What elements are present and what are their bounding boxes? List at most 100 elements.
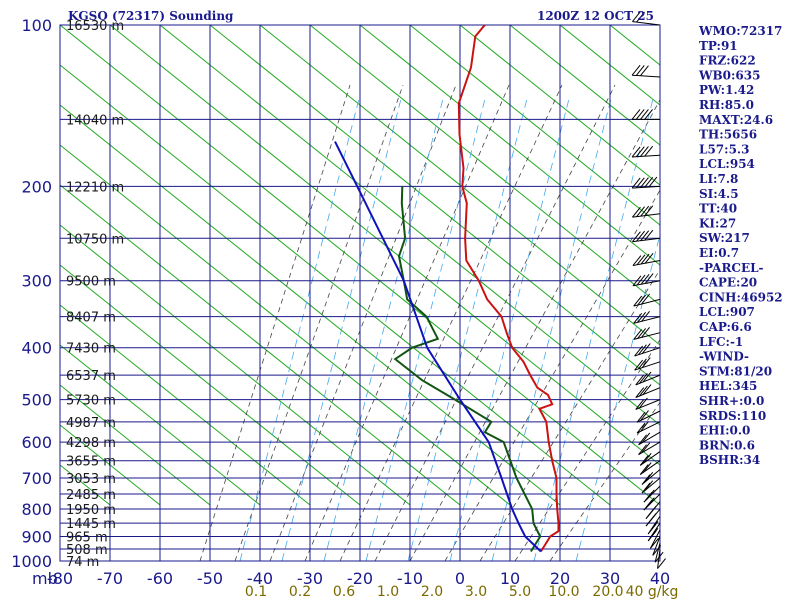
index-item: SW:217 — [699, 231, 750, 245]
height-label: 4987 m — [66, 416, 116, 431]
pressure-tick-label: 600 — [21, 433, 52, 452]
wind-barb-flag — [640, 65, 649, 77]
wind-barb-flag — [640, 273, 650, 285]
height-label: 74 m — [66, 555, 99, 570]
wind-barb-flag — [638, 385, 648, 397]
wind-barb-flag — [642, 371, 652, 383]
height-label: 1950 m — [66, 503, 116, 518]
wind-barb-flag — [644, 109, 653, 120]
wind-barb-flag — [632, 255, 642, 266]
moist-adiabat-line — [304, 84, 510, 561]
wind-barb-flag — [635, 374, 645, 386]
wind-barb-flag — [644, 145, 654, 157]
wind-barb-flag — [645, 497, 655, 508]
index-item: RH:85.0 — [699, 98, 754, 112]
wind-barb-flag — [644, 205, 654, 216]
wind-barb-flag — [634, 345, 644, 357]
wind-barb-flag — [639, 455, 649, 466]
moist-adiabat-line — [409, 98, 660, 561]
wind-barb-staff — [654, 542, 661, 563]
moist-adiabat-line — [479, 268, 660, 561]
wind-barb-flag — [636, 422, 646, 434]
wind-barb-flag — [641, 357, 651, 368]
index-item: L57:5.3 — [699, 142, 749, 156]
mixing-ratio-label: 10.0 — [548, 584, 579, 600]
temperature-tick-label: 20 — [550, 569, 570, 588]
height-label: 9500 m — [66, 275, 116, 290]
mixing-ratio-label: 0.2 — [289, 584, 311, 600]
wind-barb-flag — [639, 464, 649, 475]
wind-barb-flag — [632, 231, 641, 243]
mixing-ratio-label: 2.0 — [421, 584, 443, 600]
index-item: SI:4.5 — [699, 187, 739, 201]
dry-adiabat-line — [60, 144, 511, 506]
index-item: TH:5656 — [699, 128, 757, 142]
height-label: 12210 m — [66, 180, 124, 195]
wind-barb-flag — [640, 177, 649, 188]
index-item: -PARCEL- — [699, 261, 764, 275]
dry-adiabat-line — [60, 224, 411, 506]
dry-adiabat-line — [60, 184, 461, 506]
height-label: 2485 m — [66, 488, 116, 503]
temperature-tick-label: 10 — [500, 569, 520, 588]
wind-barb-flag — [638, 373, 648, 384]
moist-adiabat-line — [374, 84, 616, 561]
wind-barb-flag — [631, 146, 641, 158]
dry-adiabat-line — [760, 25, 800, 505]
wind-barb-flag — [641, 432, 651, 444]
index-item: LI:7.8 — [699, 172, 738, 186]
index-item: SHR+:0.0 — [699, 394, 764, 408]
wind-barb-flag — [648, 176, 658, 188]
wind-barb-flag — [633, 329, 643, 340]
wind-barb-staff — [636, 410, 661, 423]
wind-barb-flag — [633, 313, 643, 324]
wind-barb-staff — [652, 536, 661, 556]
moist-adiabat-line — [234, 84, 404, 561]
wind-barb-flag — [640, 410, 649, 421]
height-label: 965 m — [66, 530, 108, 545]
index-item: LCL:954 — [699, 157, 755, 171]
temperature-tick-label: 0 — [455, 569, 465, 588]
mixing-ratio-label: 5.0 — [509, 584, 531, 600]
wind-barb-flag — [641, 482, 651, 494]
index-item: WMO:72317 — [698, 24, 782, 38]
temperature-tick-label: 40 — [650, 569, 670, 588]
wind-barb-flag — [644, 229, 654, 241]
height-label: 8407 m — [66, 311, 116, 326]
wind-barb-flag — [633, 295, 643, 307]
index-item: PW:1.42 — [699, 83, 754, 97]
wind-barb-flag — [638, 444, 647, 456]
index-item: LCL:907 — [699, 305, 755, 319]
wind-barb-flag — [635, 109, 645, 120]
moist-adiabat-line — [549, 401, 660, 561]
mixing-ratio-label: 20.0 — [592, 584, 623, 600]
wind-barb-flag — [649, 527, 659, 539]
height-label: 5730 m — [66, 394, 116, 409]
height-label: 508 m — [66, 543, 108, 558]
mixing-ratio-line — [533, 94, 655, 561]
temperature-tick-label: -50 — [197, 569, 223, 588]
height-label: 10750 m — [66, 232, 124, 247]
mixing-ratio-line — [491, 94, 613, 561]
wind-barb-flag — [638, 358, 647, 370]
mixing-ratio-label: 1.0 — [377, 584, 399, 600]
stability-index-panel: WMO:72317TP:91FRZ:622WB0:635PW:1.42RH:85… — [698, 24, 783, 467]
pressure-tick-label: 1000 — [11, 552, 52, 571]
mixing-ratio-line — [365, 94, 487, 561]
wind-barb-flag — [645, 489, 655, 501]
wind-barb-flag — [650, 538, 659, 549]
wind-barb-flag — [635, 146, 645, 158]
pressure-tick-label: 100 — [21, 16, 52, 35]
wind-barb-flag — [636, 274, 646, 286]
dry-adiabat-line — [559, 25, 660, 106]
parcel-trace — [334, 141, 542, 553]
wind-barb-flag — [635, 177, 645, 189]
height-label: 3655 m — [66, 455, 116, 470]
temperature-tick-label: -70 — [97, 569, 123, 588]
wind-barbs — [631, 11, 666, 569]
index-item: BRN:0.6 — [699, 438, 755, 452]
wind-barb-flag — [636, 11, 645, 23]
wind-barb-flag — [644, 252, 654, 264]
index-item: LFC:-1 — [699, 335, 743, 349]
wind-barb-flag — [641, 293, 650, 305]
